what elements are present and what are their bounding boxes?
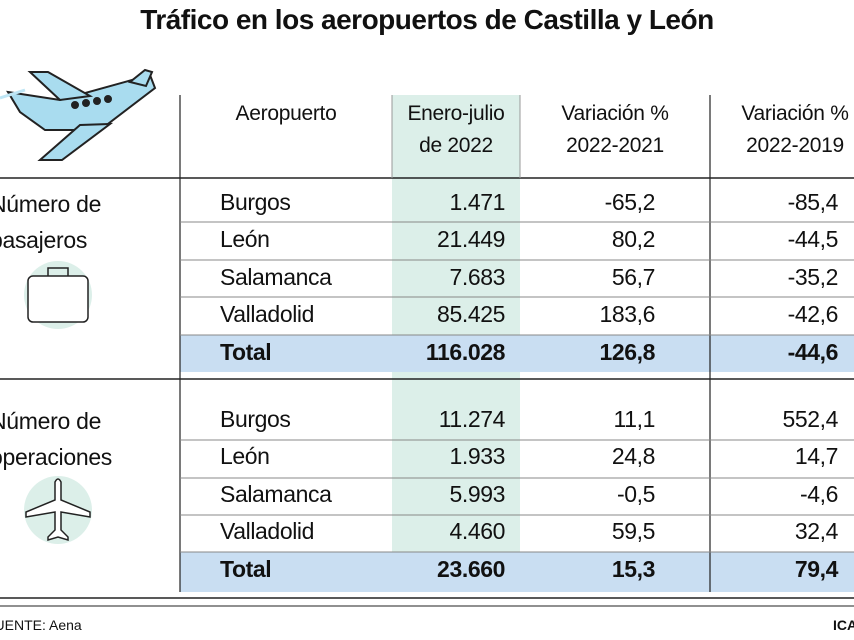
group-label: Número de [0, 408, 102, 434]
column-header: Variación % [561, 102, 669, 125]
value-cell: 80,2 [611, 226, 656, 253]
plane-illustration [0, 68, 157, 161]
value-cell: 1.471 [449, 189, 505, 215]
value-cell: 11,1 [613, 406, 656, 432]
airport-name: Valladolid [220, 517, 315, 544]
airport-name: León [220, 226, 270, 253]
column-header: Variación % [741, 102, 849, 125]
airport-name: Valladolid [220, 300, 315, 327]
column-header: Enero-julio [407, 102, 505, 125]
value-cell: 11.274 [438, 406, 506, 432]
total-band [180, 552, 854, 592]
total-label: Total [220, 339, 272, 366]
group-label: operaciones [0, 444, 113, 470]
total-value: 126,8 [599, 339, 655, 366]
total-value: 79,4 [794, 556, 839, 583]
value-cell: -35,2 [787, 263, 839, 290]
value-cell: -42,6 [787, 300, 839, 327]
group-label: Número de [0, 191, 102, 217]
airport-name: León [220, 443, 270, 470]
airport-name: Salamanca [220, 480, 332, 507]
value-cell: 183,6 [599, 300, 655, 327]
value-cell: 59,5 [611, 517, 656, 544]
value-cell: -0,5 [616, 480, 655, 507]
source: FUENTE: Aena [0, 617, 82, 633]
credit: ICAL [833, 617, 854, 633]
column-header: 2022-2019 [746, 134, 844, 157]
value-cell: -85,4 [787, 189, 839, 215]
airport-name: Salamanca [220, 263, 332, 290]
column-header: 2022-2021 [566, 134, 664, 157]
value-cell: 21.449 [437, 226, 505, 253]
value-cell: 14,7 [794, 443, 839, 470]
total-value: -44,6 [787, 339, 839, 366]
value-cell: 4.460 [449, 517, 505, 544]
airport-name: Burgos [220, 406, 291, 432]
value-cell: -65,2 [604, 189, 656, 215]
value-cell: 5.993 [449, 480, 505, 507]
total-value: 23.660 [437, 556, 505, 583]
value-cell: 85.425 [437, 300, 505, 327]
column-header: Aeropuerto [235, 102, 337, 125]
value-cell: -4,6 [799, 480, 838, 507]
column-header: de 2022 [419, 134, 493, 157]
suitcase-icon [24, 261, 92, 329]
title: Tráfico en los aeropuertos de Castilla y… [140, 4, 714, 35]
group-label: pasajeros [0, 227, 88, 253]
total-band [180, 335, 854, 372]
value-cell: -44,5 [787, 226, 839, 253]
value-cell: 56,7 [611, 263, 656, 290]
value-cell: 24,8 [611, 443, 656, 470]
value-cell: 1.933 [449, 443, 505, 470]
value-cell: 552,4 [782, 406, 838, 432]
total-value: 116.028 [425, 339, 505, 366]
airport-name: Burgos [220, 189, 291, 215]
value-cell: 32,4 [794, 517, 839, 544]
total-value: 15,3 [611, 556, 656, 583]
value-cell: 7.683 [449, 263, 505, 290]
plane-icon [24, 476, 92, 544]
total-label: Total [220, 556, 272, 583]
